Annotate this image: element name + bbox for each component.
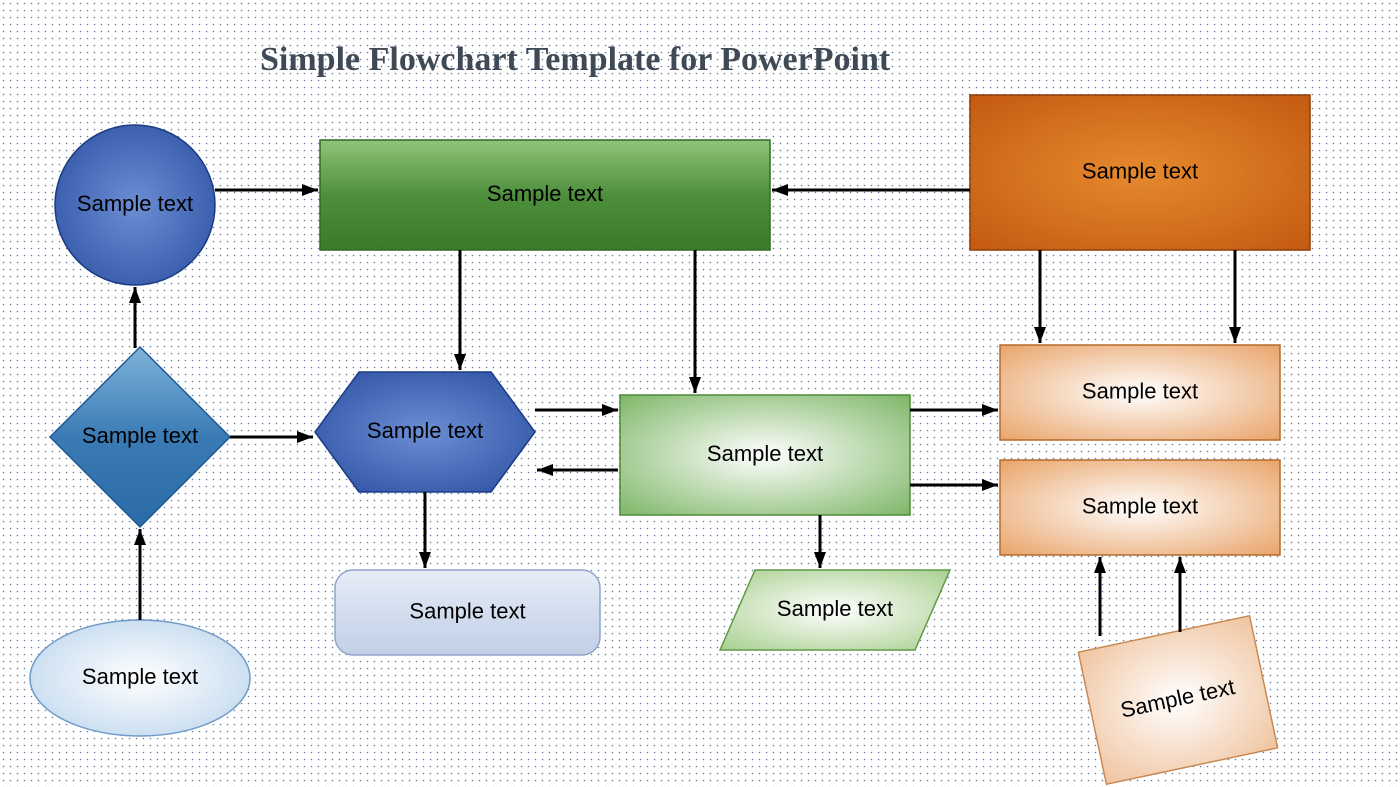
rect_orange_r2-label: Sample text [1082, 493, 1198, 518]
hexagon1-label: Sample text [367, 418, 483, 443]
para1-label: Sample text [777, 596, 893, 621]
diamond1-label: Sample text [82, 423, 198, 448]
rect_green_mid-label: Sample text [707, 441, 823, 466]
rect_green_top-label: Sample text [487, 181, 603, 206]
flowchart-canvas: Simple Flowchart Template for PowerPoint… [0, 0, 1400, 787]
rounded1-label: Sample text [409, 598, 525, 623]
page-title: Simple Flowchart Template for PowerPoint [260, 41, 891, 78]
ellipse1-label: Sample text [82, 664, 198, 689]
rect_orange_top-label: Sample text [1082, 158, 1198, 183]
rect_orange_r1-label: Sample text [1082, 378, 1198, 403]
circle1-label: Sample text [77, 191, 193, 216]
